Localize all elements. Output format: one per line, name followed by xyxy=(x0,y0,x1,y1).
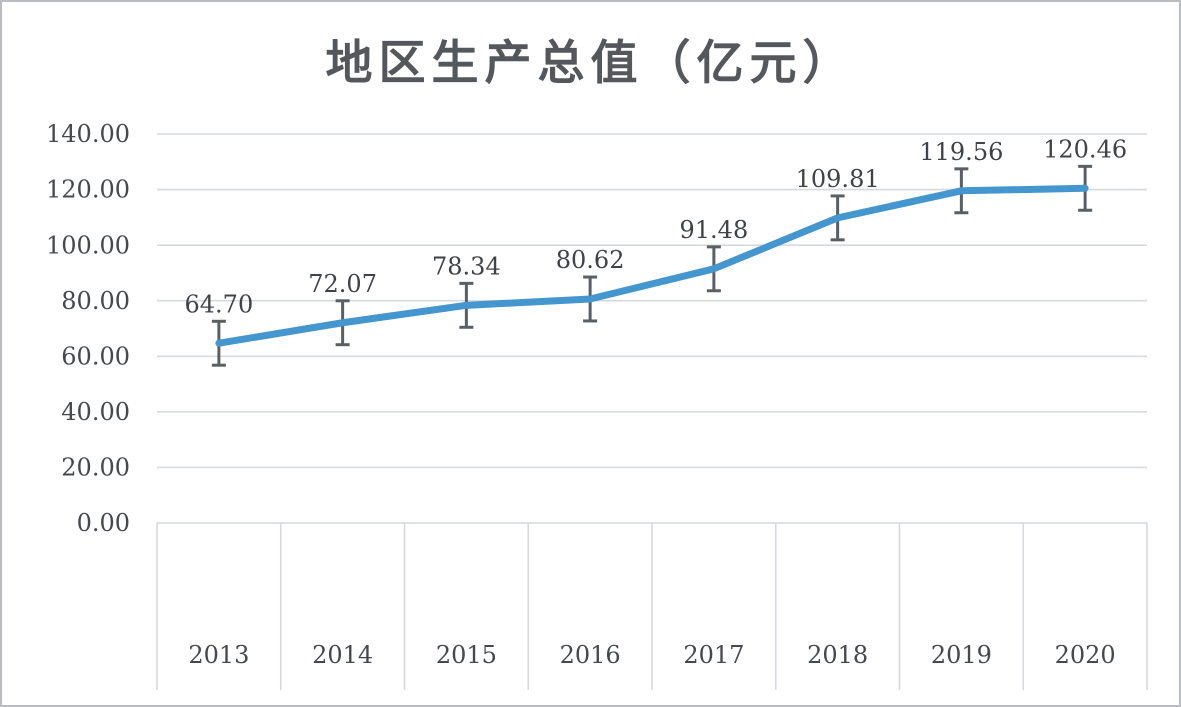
x-axis-tick-label: 2019 xyxy=(931,641,992,669)
data-point-label: 64.70 xyxy=(185,290,254,318)
y-axis-tick-label: 40.00 xyxy=(61,398,130,426)
y-axis-tick-label: 20.00 xyxy=(61,454,130,482)
x-axis-tick-label: 2015 xyxy=(436,641,497,669)
data-point-label: 72.07 xyxy=(308,270,377,298)
x-axis-tick-label: 2013 xyxy=(188,641,249,669)
data-point-label: 120.46 xyxy=(1043,135,1127,163)
x-axis-tick-label: 2018 xyxy=(807,641,868,669)
chart-title: 地区生产总值（亿元） xyxy=(325,36,856,91)
x-axis-tick-label: 2020 xyxy=(1055,641,1116,669)
y-axis-tick-label: 60.00 xyxy=(61,342,130,370)
data-point-label: 109.81 xyxy=(796,165,880,193)
series-line xyxy=(215,184,1089,347)
x-axis-tick-label: 2014 xyxy=(312,641,373,669)
y-axis-tick-label: 0.00 xyxy=(77,509,130,537)
y-axis-tick-label: 80.00 xyxy=(61,287,130,315)
x-axis-tick-label: 2017 xyxy=(683,641,744,669)
x-axis-tick-label: 2016 xyxy=(560,641,621,669)
data-point-label: 78.34 xyxy=(432,252,501,280)
y-axis-tick-label: 100.00 xyxy=(46,231,130,259)
data-point-label: 80.62 xyxy=(556,246,625,274)
y-axis-tick-label: 140.00 xyxy=(46,120,130,148)
data-point-label: 119.56 xyxy=(919,138,1003,166)
data-point-label: 91.48 xyxy=(680,216,749,244)
y-axis-tick-label: 120.00 xyxy=(46,176,130,204)
